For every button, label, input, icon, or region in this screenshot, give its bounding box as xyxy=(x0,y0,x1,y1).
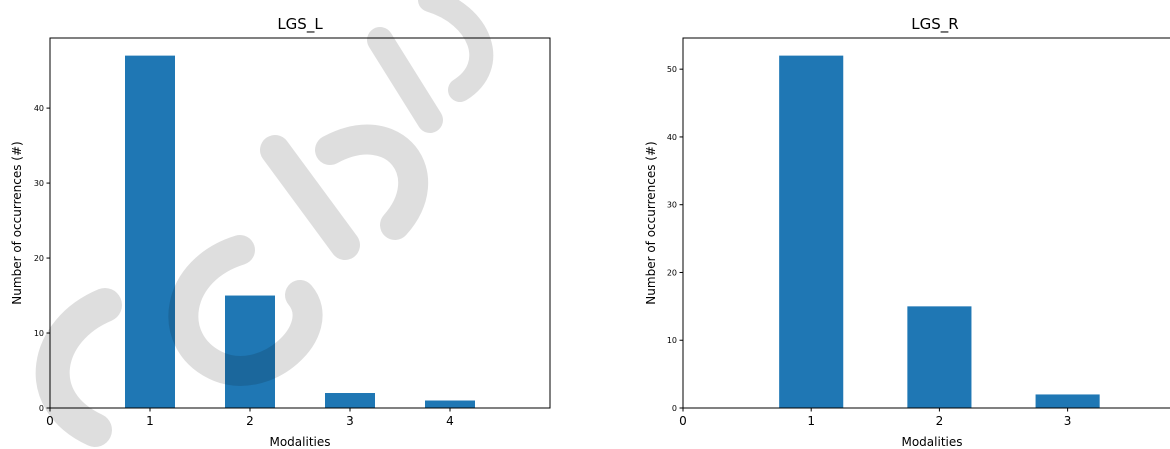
y-tick-label: 20 xyxy=(34,254,44,263)
watermark-stroke xyxy=(260,135,360,260)
y-tick-label: 30 xyxy=(667,201,677,210)
bar-4 xyxy=(425,400,475,408)
bar-1 xyxy=(125,55,175,408)
bar-3 xyxy=(325,393,375,408)
x-tick-label: 0 xyxy=(679,414,687,428)
y-tick-label: 10 xyxy=(34,329,44,338)
chart-lgs-l: LGS_L 0 10 20 30 40 0 1 2 3 4 Modalities Number … xyxy=(10,15,551,449)
bar-3 xyxy=(1035,394,1100,408)
x-tick-label: 3 xyxy=(1064,414,1072,428)
plot-frame xyxy=(49,37,551,409)
watermark-stroke xyxy=(367,27,443,133)
chart-lgs-r: LGS_R 0 10 20 30 40 50 0 1 2 3 Modalities Number… xyxy=(644,15,1170,449)
bar-1 xyxy=(779,55,844,408)
x-tick-label: 0 xyxy=(46,414,54,428)
x-tick-label: 4 xyxy=(446,414,454,428)
y-axis-label: Number of occurrences (#) xyxy=(644,141,658,304)
x-tick-label: 3 xyxy=(346,414,354,428)
y-axis-ticks: 0 10 20 30 40 xyxy=(34,104,50,413)
x-axis-ticks: 0 1 2 3 4 xyxy=(46,408,454,428)
y-tick-label: 40 xyxy=(34,104,44,113)
y-tick-label: 50 xyxy=(667,65,677,74)
y-tick-label: 0 xyxy=(672,404,677,413)
chart-title: LGS_L xyxy=(277,15,323,34)
watermark xyxy=(35,0,494,447)
y-tick-label: 0 xyxy=(39,404,44,413)
bar-group xyxy=(125,55,475,408)
watermark-stroke xyxy=(168,235,323,386)
chart-title: LGS_R xyxy=(911,15,958,34)
bar-2 xyxy=(225,295,275,408)
x-tick-label: 2 xyxy=(936,414,944,428)
watermark-stroke xyxy=(35,288,122,447)
x-axis-label: Modalities xyxy=(901,435,962,449)
y-tick-label: 20 xyxy=(667,268,677,277)
x-tick-label: 1 xyxy=(146,414,154,428)
bar-group xyxy=(779,55,1100,408)
watermark-stroke xyxy=(315,124,429,240)
x-tick-label: 1 xyxy=(807,414,815,428)
plot-frame xyxy=(682,37,1170,409)
watermark-stroke xyxy=(418,0,494,102)
y-tick-label: 10 xyxy=(667,336,677,345)
x-axis-ticks: 0 1 2 3 xyxy=(679,408,1071,428)
y-tick-label: 30 xyxy=(34,179,44,188)
y-axis-label: Number of occurrences (#) xyxy=(10,141,24,304)
x-axis-label: Modalities xyxy=(269,435,330,449)
x-tick-label: 2 xyxy=(246,414,254,428)
bar-2 xyxy=(907,306,972,408)
y-axis-ticks: 0 10 20 30 40 50 xyxy=(667,65,683,413)
y-tick-label: 40 xyxy=(667,133,677,142)
